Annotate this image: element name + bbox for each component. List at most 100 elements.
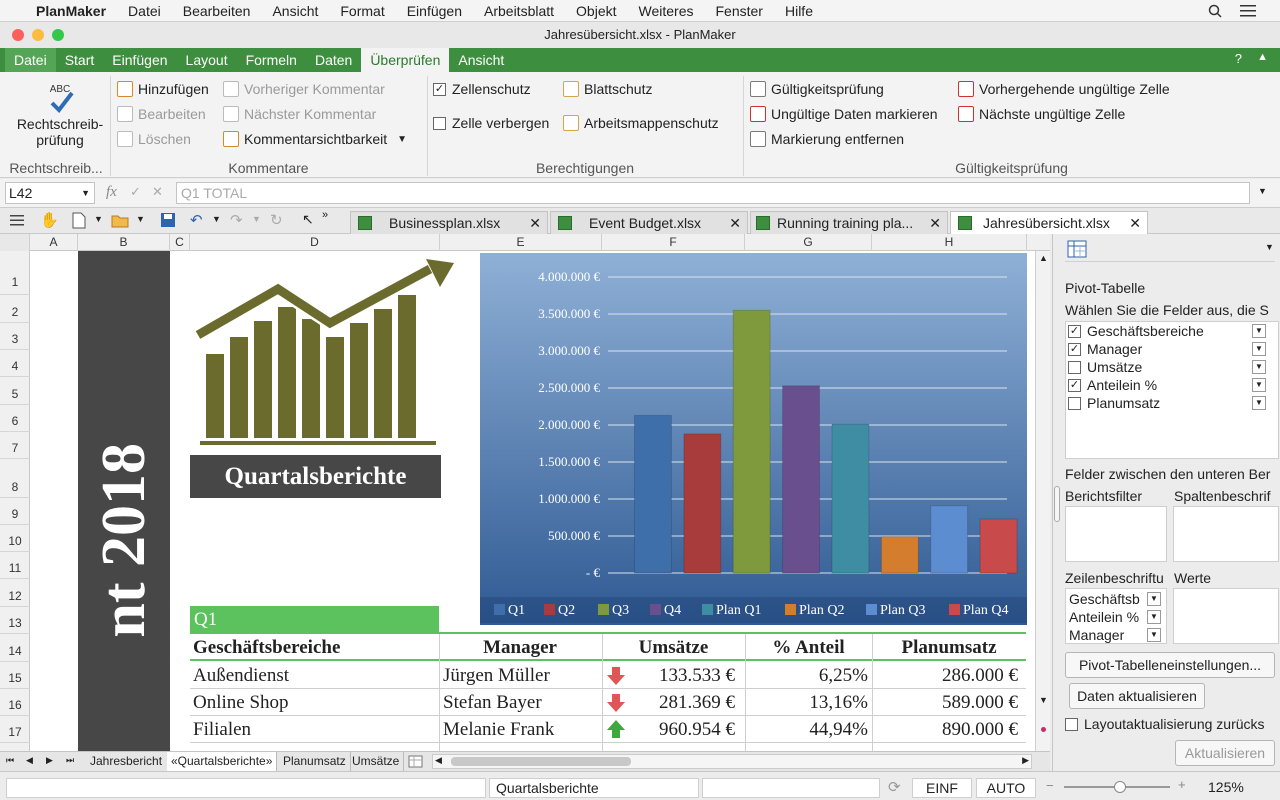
add-sheet-icon[interactable] (408, 755, 424, 769)
field-dropdown-icon[interactable]: ▼ (1252, 378, 1266, 392)
row-header-9[interactable]: 9 (0, 498, 30, 525)
col-header-f[interactable]: F (602, 234, 745, 251)
panel-menu-icon[interactable]: ▼ (1265, 242, 1274, 252)
row-label-item[interactable]: Manager ▼ (1069, 626, 1161, 644)
pivot-field[interactable]: ✓ Geschäftsbereiche ▼ (1068, 322, 1266, 340)
menu-app[interactable]: PlanMaker (36, 2, 107, 19)
checkbox-icon[interactable] (1068, 396, 1081, 410)
overflow-icon[interactable]: » (322, 209, 329, 221)
chart-bar-plan-q3[interactable] (930, 505, 969, 574)
next-sheet-icon[interactable]: ▶ (46, 755, 53, 765)
delete-comment-button[interactable]: Löschen (117, 131, 191, 147)
row-header-6[interactable]: 6 (0, 405, 30, 432)
field-dropdown-icon[interactable]: ▼ (1252, 360, 1266, 374)
row-header-10[interactable]: 10 (0, 525, 30, 552)
doc-tab-running-training[interactable]: Running training pla... ✕ (750, 211, 948, 234)
status-auto-mode[interactable]: AUTO (976, 778, 1036, 798)
tab-layout[interactable]: Layout (185, 52, 228, 68)
checkbox-icon[interactable] (1068, 360, 1081, 374)
chart-bar-q2[interactable] (683, 433, 722, 574)
menu-icon[interactable] (10, 215, 24, 226)
update-button[interactable]: Aktualisieren (1175, 740, 1275, 766)
tab-ueberpruefen[interactable]: Überprüfen (361, 48, 450, 72)
tab-einfuegen[interactable]: Einfügen (112, 52, 168, 68)
row-labels-box[interactable]: Geschäftsb ▼ Anteilein % ▼ Manager ▼ (1065, 588, 1167, 644)
col-header-c[interactable]: C (170, 234, 190, 251)
collapse-ribbon-icon[interactable]: ▲ (1257, 51, 1268, 63)
checkbox-checked-icon[interactable]: ✓ (1068, 324, 1081, 338)
quarterly-bar-chart[interactable]: - € 500.000 € 1.000.000 € 1.500.000 € 2.000.… (480, 253, 1027, 625)
field-dropdown-icon[interactable]: ▼ (1147, 592, 1161, 606)
vertical-scrollbar[interactable]: ▲ ▼ (1035, 251, 1050, 751)
pivot-field[interactable]: ✓ Manager ▼ (1068, 340, 1266, 358)
field-dropdown-icon[interactable]: ▼ (1252, 396, 1266, 410)
tab-start[interactable]: Start (64, 52, 95, 68)
navigator-dot-icon[interactable] (1041, 727, 1046, 732)
prev-invalid-button[interactable]: Vorhergehende ungültige Zelle (958, 81, 1170, 97)
chevron-down-icon[interactable]: ▼ (252, 214, 261, 224)
tab-ansicht[interactable]: Ansicht (458, 52, 505, 68)
chart-bar-q1[interactable] (634, 414, 672, 574)
row-header-8[interactable]: 8 (0, 459, 30, 498)
close-window-button[interactable] (12, 29, 24, 41)
column-labels-box[interactable] (1173, 506, 1279, 562)
row-header-7[interactable]: 7 (0, 432, 30, 459)
row-header-1[interactable]: 1 (0, 251, 30, 295)
refresh-data-button[interactable]: Daten aktualisieren (1069, 683, 1205, 709)
field-dropdown-icon[interactable]: ▼ (1252, 324, 1266, 338)
open-folder-icon[interactable] (111, 213, 129, 228)
horizontal-scrollbar[interactable]: ◀ ▶ (432, 754, 1032, 769)
next-comment-button[interactable]: Nächster Kommentar (223, 106, 376, 122)
menu-ansicht[interactable]: Ansicht (272, 2, 319, 19)
chevron-down-icon[interactable]: ▼ (1258, 186, 1267, 196)
hide-cell-checkbox[interactable]: Zelle verbergen (433, 115, 549, 131)
remove-mark-button[interactable]: Markierung entfernen (750, 131, 904, 147)
menu-einfuegen[interactable]: Einfügen (406, 2, 462, 19)
select-all-corner[interactable] (0, 234, 30, 251)
help-icon[interactable]: ? (1234, 51, 1242, 66)
spellcheck-button[interactable]: ABC Rechtschreib- prüfung (10, 76, 110, 160)
col-header-a[interactable]: A (30, 234, 78, 251)
menu-objekt[interactable]: Objekt (576, 2, 617, 19)
prev-comment-button[interactable]: Vorheriger Kommentar (223, 81, 385, 97)
pivot-settings-button[interactable]: Pivot-Tabelleneinstellungen... (1065, 652, 1275, 678)
sheet-tab-umsaetze[interactable]: Umsätze (348, 752, 405, 771)
menu-format[interactable]: Format (340, 2, 385, 19)
report-filter-box[interactable] (1065, 506, 1167, 562)
defer-layout-checkbox[interactable]: Layoutaktualisierung zurücks (1065, 716, 1265, 732)
cell-protect-checkbox[interactable]: ✓ Zellenschutz (433, 81, 531, 97)
search-icon[interactable] (1208, 4, 1222, 18)
values-box[interactable] (1173, 588, 1279, 644)
workbook-protect-button[interactable]: Arbeitsmappenschutz (563, 115, 719, 131)
formula-input[interactable]: Q1 TOTAL (176, 182, 1250, 204)
chart-bar-plan-q2[interactable] (880, 536, 919, 574)
chevron-down-icon[interactable]: ▼ (136, 214, 145, 224)
tab-daten[interactable]: Daten (314, 52, 353, 68)
scroll-right-icon[interactable]: ▶ (1022, 755, 1029, 765)
col-header-h[interactable]: H (872, 234, 1027, 251)
sheet-tab-planumsatz[interactable]: Planumsatz (279, 752, 351, 771)
spreadsheet-grid[interactable]: nt 2018 Quartalsberichte - € 500.000 € 1.0… (30, 251, 1035, 751)
row-header-2[interactable]: 2 (0, 295, 30, 323)
menu-weiteres[interactable]: Weiteres (638, 2, 694, 19)
table-row[interactable]: Außendienst Jürgen Müller 133.533 € 6,25… (190, 662, 1026, 689)
scrollbar-thumb[interactable] (451, 757, 631, 766)
row-header-13[interactable]: 13 (0, 607, 30, 634)
col-header-d[interactable]: D (190, 234, 440, 251)
list-icon[interactable] (1240, 5, 1256, 17)
chevron-down-icon[interactable]: ▼ (94, 214, 103, 224)
chart-bar-q4[interactable] (782, 385, 821, 574)
scroll-left-icon[interactable]: ◀ (435, 755, 442, 765)
new-file-icon[interactable] (72, 212, 86, 229)
first-sheet-icon[interactable]: ⏮ (6, 755, 15, 765)
close-tab-icon[interactable]: ✕ (529, 215, 541, 231)
undo-icon[interactable]: ↶ (190, 212, 203, 229)
field-dropdown-icon[interactable]: ▼ (1252, 342, 1266, 356)
row-label-item[interactable]: Geschäftsb ▼ (1069, 590, 1161, 608)
cancel-icon[interactable]: ✕ (152, 184, 163, 199)
status-insert-mode[interactable]: EINF (912, 778, 972, 798)
validation-button[interactable]: Gültigkeitsprüfung (750, 81, 884, 97)
row-header-12[interactable]: 12 (0, 579, 30, 607)
table-row[interactable]: Online Shop Stefan Bayer 281.369 € 13,16… (190, 689, 1026, 716)
zoom-in-icon[interactable]: + (1178, 777, 1186, 792)
